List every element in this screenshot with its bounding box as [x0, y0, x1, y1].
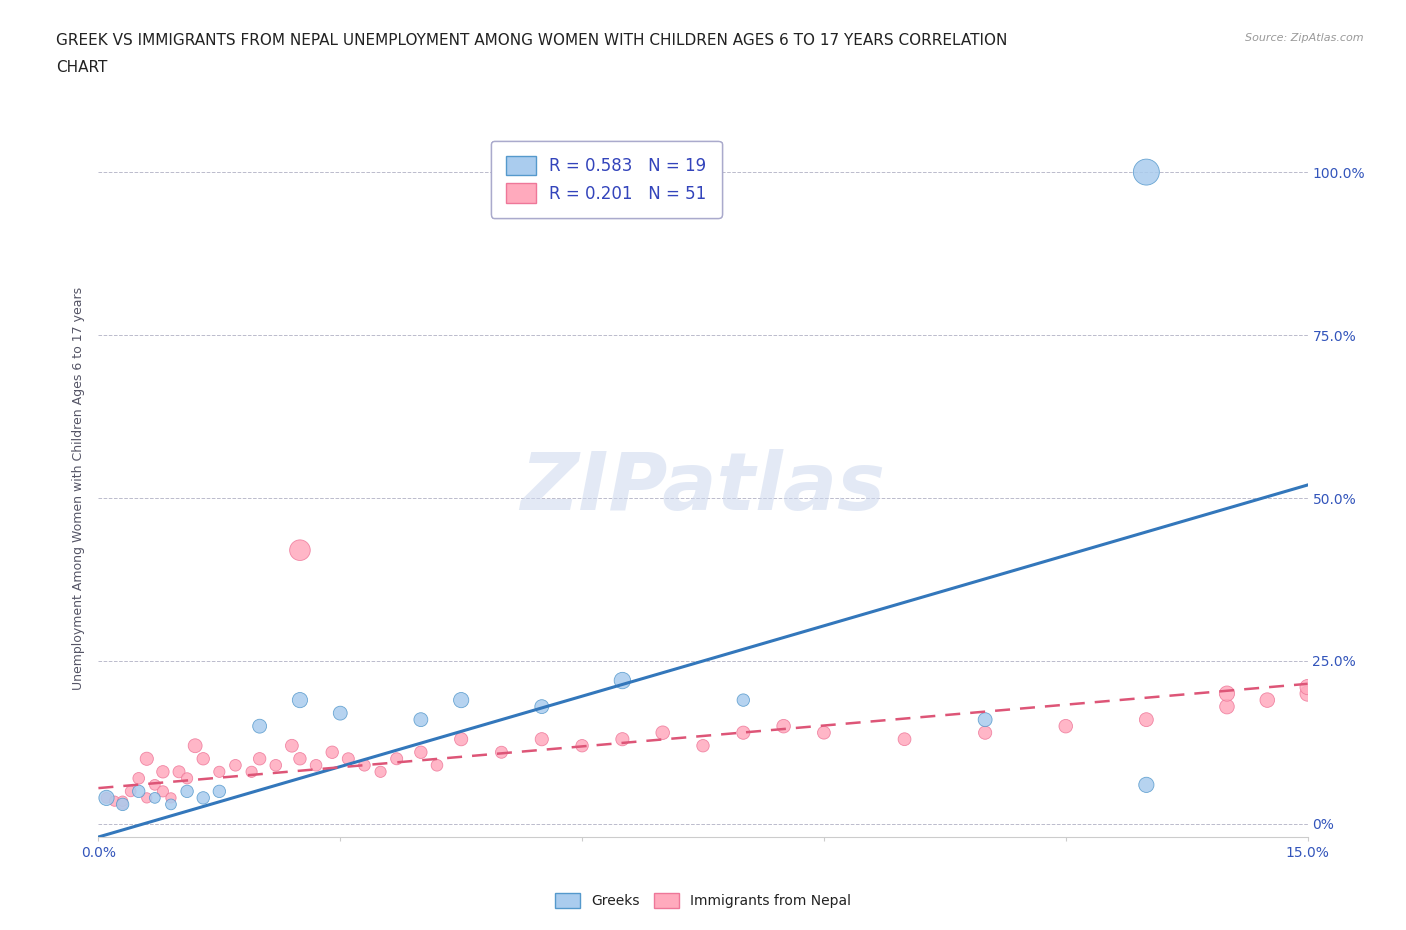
Text: Source: ZipAtlas.com: Source: ZipAtlas.com: [1246, 33, 1364, 43]
Point: [409, 745, 432, 760]
Point: [974, 712, 997, 727]
Point: [96, 790, 118, 805]
Text: ZIPatlas: ZIPatlas: [520, 449, 886, 527]
Point: [450, 693, 472, 708]
Point: [135, 790, 157, 805]
Point: [208, 764, 231, 779]
Point: [1135, 165, 1157, 179]
Point: [111, 797, 134, 812]
Point: [128, 784, 150, 799]
Point: [176, 771, 198, 786]
Y-axis label: Unemployment Among Women with Children Ages 6 to 17 years: Unemployment Among Women with Children A…: [72, 286, 86, 690]
Point: [772, 719, 794, 734]
Point: [193, 751, 215, 766]
Point: [491, 745, 513, 760]
Point: [409, 712, 432, 727]
Point: [612, 673, 634, 688]
Point: [264, 758, 287, 773]
Point: [530, 732, 553, 747]
Point: [208, 784, 231, 799]
Point: [160, 797, 183, 812]
Point: [305, 758, 328, 773]
Point: [813, 725, 835, 740]
Point: [329, 706, 352, 721]
Point: [1256, 693, 1278, 708]
Point: [281, 738, 304, 753]
Point: [733, 693, 755, 708]
Point: [450, 732, 472, 747]
Point: [651, 725, 673, 740]
Point: [143, 777, 166, 792]
Point: [1216, 699, 1239, 714]
Point: [1135, 712, 1157, 727]
Point: [120, 784, 142, 799]
Point: [135, 751, 157, 766]
Point: [193, 790, 215, 805]
Point: [224, 758, 246, 773]
Text: CHART: CHART: [56, 60, 108, 75]
Point: [103, 793, 125, 808]
Point: [1216, 686, 1239, 701]
Point: [249, 719, 271, 734]
Legend: Greeks, Immigrants from Nepal: Greeks, Immigrants from Nepal: [550, 888, 856, 914]
Point: [160, 790, 183, 805]
Point: [240, 764, 263, 779]
Point: [426, 758, 449, 773]
Point: [337, 751, 360, 766]
Point: [1054, 719, 1077, 734]
Point: [692, 738, 714, 753]
Point: [530, 699, 553, 714]
Point: [974, 725, 997, 740]
Point: [152, 764, 174, 779]
Point: [143, 790, 166, 805]
Point: [111, 797, 134, 812]
Point: [111, 793, 134, 808]
Point: [176, 784, 198, 799]
Point: [152, 784, 174, 799]
Point: [612, 732, 634, 747]
Point: [288, 751, 311, 766]
Point: [249, 751, 271, 766]
Point: [893, 732, 915, 747]
Point: [128, 771, 150, 786]
Point: [370, 764, 392, 779]
Point: [184, 738, 207, 753]
Point: [1296, 686, 1319, 701]
Point: [385, 751, 408, 766]
Point: [1296, 680, 1319, 695]
Point: [288, 543, 311, 558]
Legend: R = 0.583   N = 19, R = 0.201   N = 51: R = 0.583 N = 19, R = 0.201 N = 51: [491, 140, 721, 218]
Point: [353, 758, 375, 773]
Point: [733, 725, 755, 740]
Point: [288, 693, 311, 708]
Point: [571, 738, 593, 753]
Point: [321, 745, 343, 760]
Point: [167, 764, 190, 779]
Point: [1135, 777, 1157, 792]
Point: [96, 790, 118, 805]
Text: GREEK VS IMMIGRANTS FROM NEPAL UNEMPLOYMENT AMONG WOMEN WITH CHILDREN AGES 6 TO : GREEK VS IMMIGRANTS FROM NEPAL UNEMPLOYM…: [56, 33, 1008, 47]
